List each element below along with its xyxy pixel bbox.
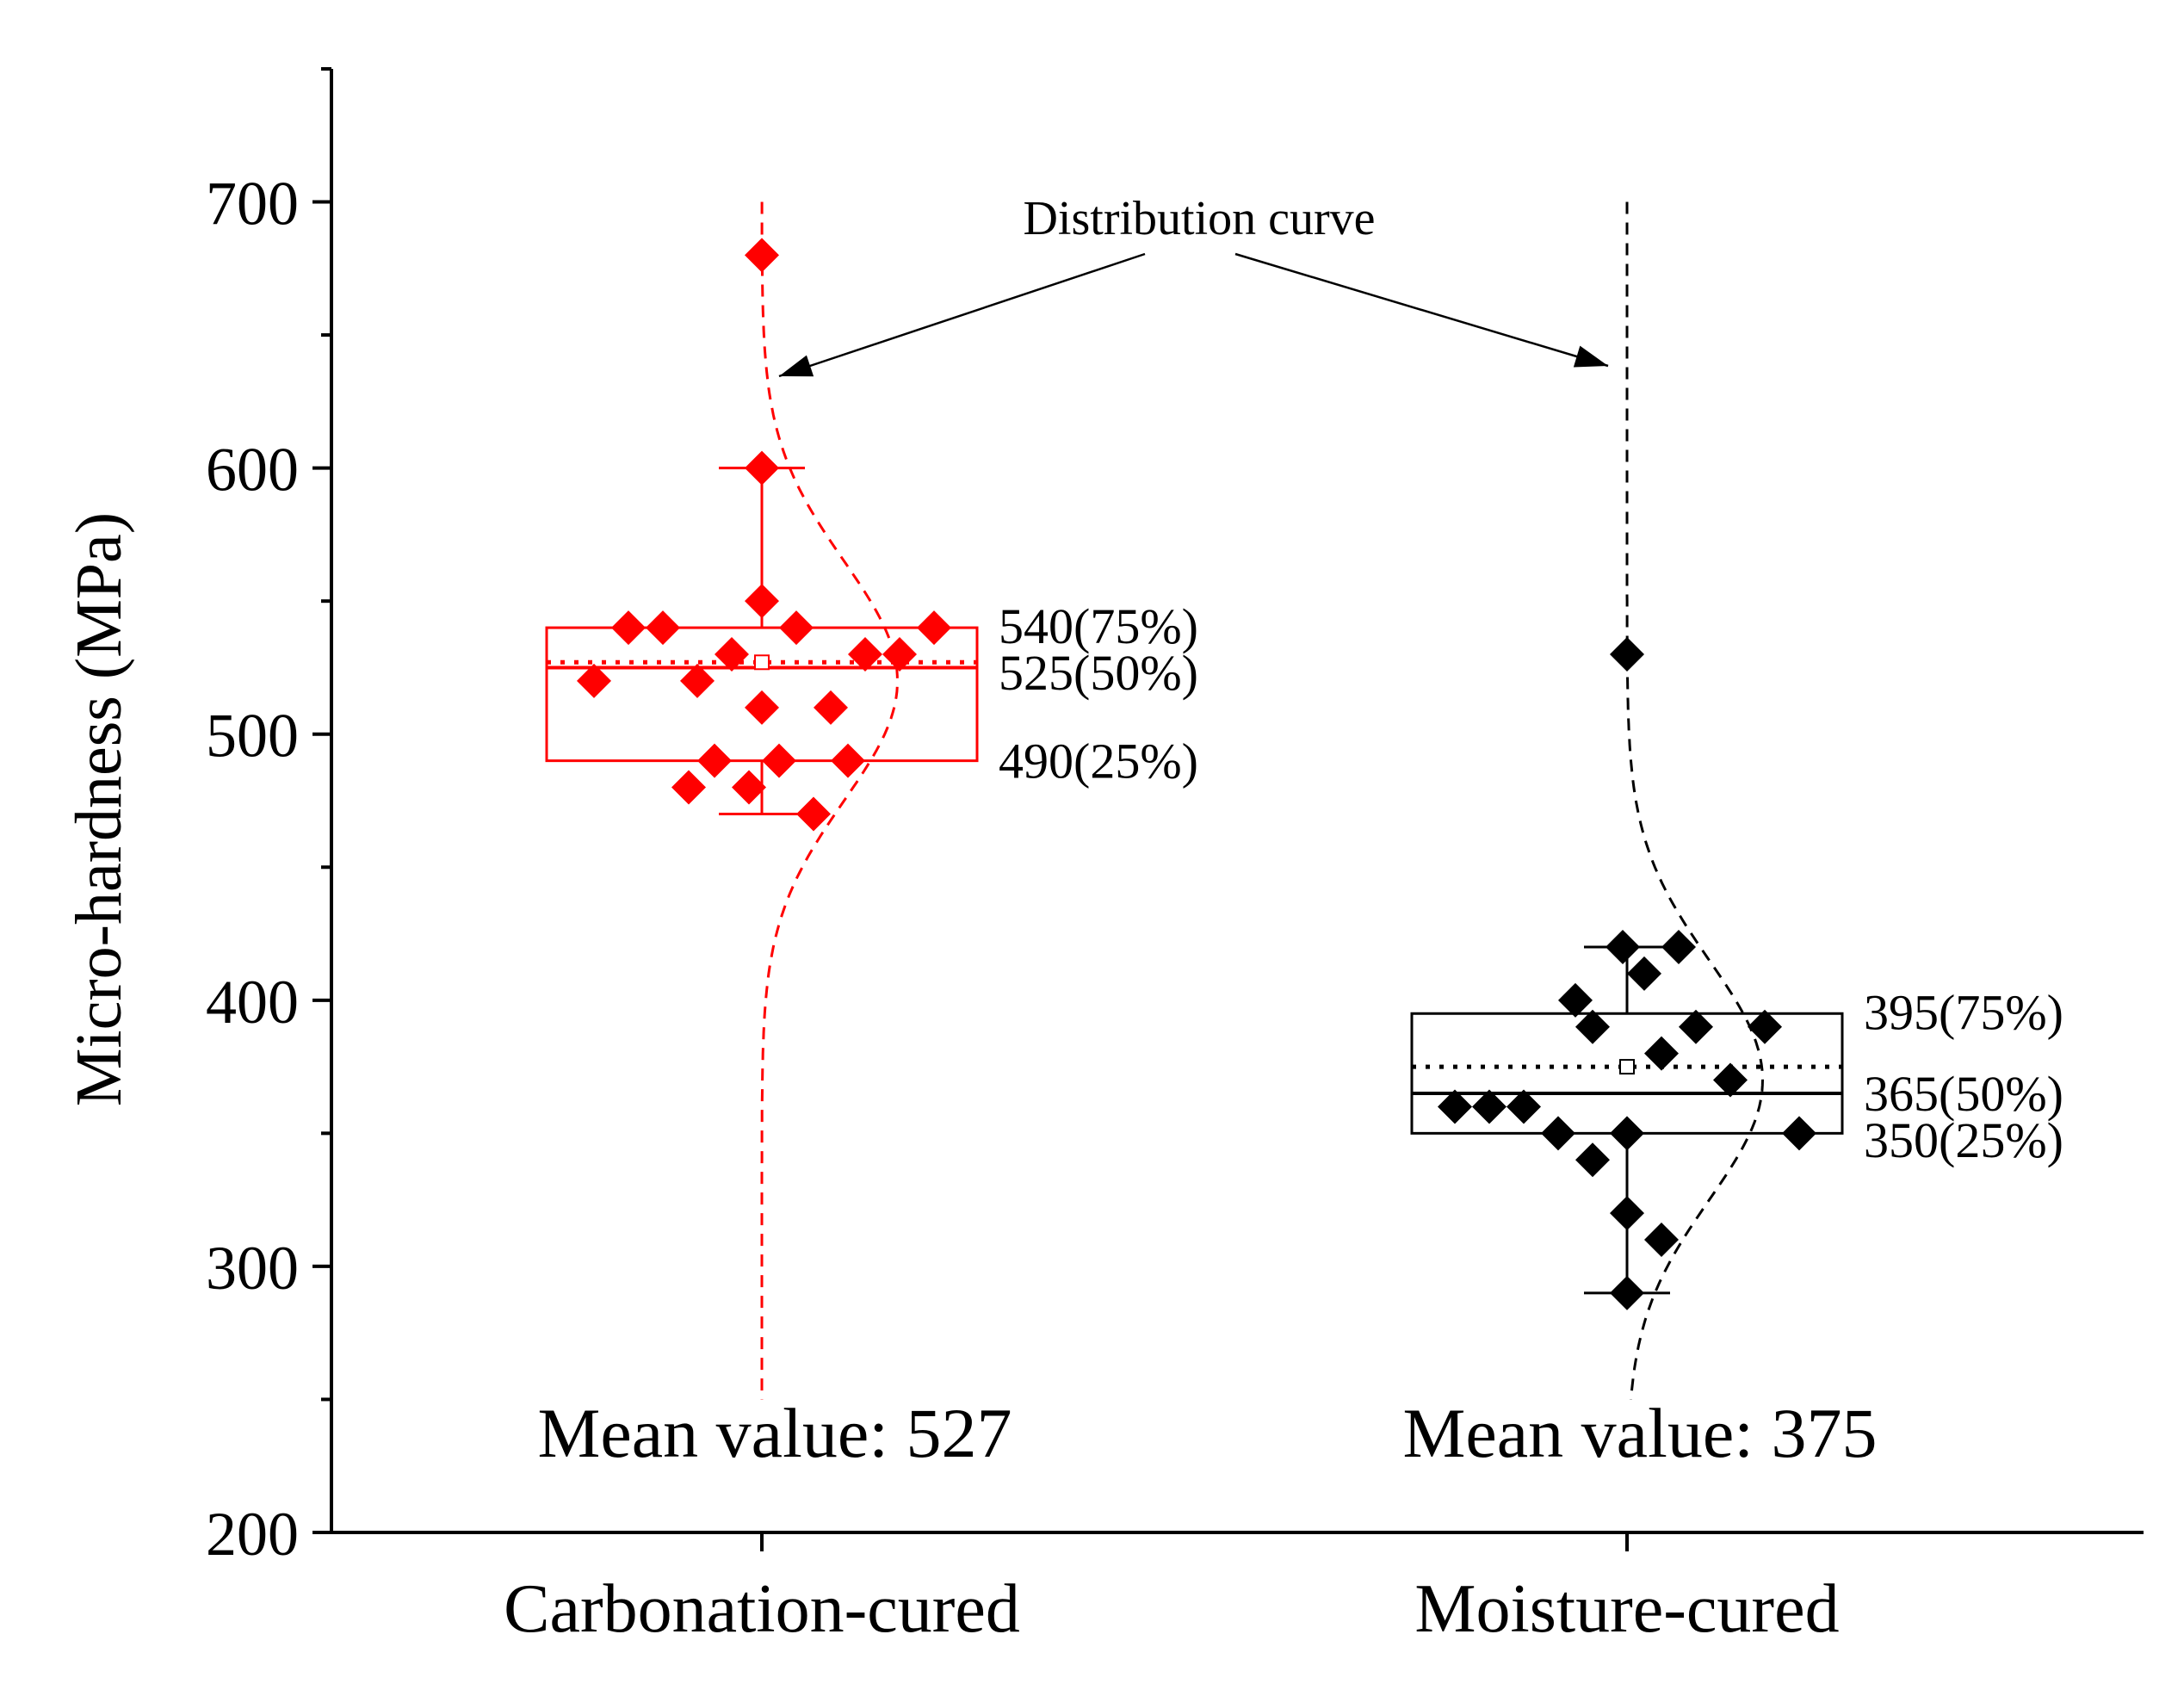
data-point-2-4 [1541, 1116, 1575, 1151]
median-label-1: 525(50%) [999, 645, 1198, 701]
distribution-curve-1 [760, 201, 900, 1400]
y-tick-label-500: 500 [206, 702, 299, 771]
data-point-1-16 [814, 690, 848, 725]
annotation-text: Distribution curve [1023, 192, 1375, 245]
y-tick-label-700: 700 [206, 170, 299, 238]
data-point-2-14 [1644, 1036, 1679, 1071]
y-axis-title: Micro-hardness (MPa) [63, 512, 135, 1106]
axes: 200 300 400 500 600 700 Carbonation-cured Moist… [206, 67, 2144, 1647]
data-point-1-12 [745, 690, 779, 725]
mean-value-label-1: Mean value: 527 [537, 1394, 1012, 1472]
mean-marker-2 [1619, 1059, 1635, 1075]
annotation-arrow-left-shaft [778, 252, 1146, 378]
y-tick-label-300: 300 [206, 1234, 299, 1303]
data-point-1-17 [831, 743, 865, 778]
data-point-2-10 [1610, 1116, 1644, 1151]
q1-label-2: 350(25%) [1864, 1112, 2063, 1168]
data-point-1-7 [715, 637, 749, 672]
data-point-2-20 [1782, 1116, 1816, 1151]
data-point-1-13 [762, 743, 796, 778]
y-tick-label-400: 400 [206, 968, 299, 1037]
data-point-1-19 [882, 637, 917, 672]
data-point-2-17 [1679, 1009, 1713, 1044]
data-point-1-1 [577, 663, 611, 698]
data-point-1-3 [646, 610, 680, 646]
data-point-1-11 [745, 584, 779, 619]
annotation-arrow-left-head [779, 355, 814, 377]
x-tick-label-1: Carbonation-cured [504, 1571, 1020, 1647]
distribution-annotation: Distribution curve [778, 192, 1609, 378]
data-point-2-13 [1627, 956, 1661, 991]
data-point-2-2 [1472, 1089, 1507, 1124]
data-points [577, 238, 1816, 1310]
annotation-arrow-right-shaft [1234, 252, 1609, 368]
data-point-1-18 [848, 637, 882, 672]
data-point-2-16 [1661, 930, 1696, 964]
data-point-1-6 [697, 743, 732, 778]
q3-label-1: 540(75%) [999, 598, 1198, 654]
median-label-2: 365(50%) [1864, 1066, 2063, 1122]
boxes [545, 467, 1844, 1295]
data-point-1-14 [779, 610, 814, 646]
data-point-2-7 [1575, 1009, 1610, 1044]
data-point-2-6 [1558, 982, 1593, 1018]
annotation-arrow-right-head [1573, 345, 1608, 368]
data-point-1-20 [917, 610, 951, 646]
data-point-2-19 [1748, 1009, 1782, 1044]
y-tick-label-600: 600 [206, 436, 299, 505]
q3-label-2: 395(75%) [1864, 984, 2063, 1040]
data-point-1-10 [745, 450, 779, 486]
data-point-1-8 [732, 770, 766, 805]
mean-value-label-2: Mean value: 375 [1402, 1394, 1877, 1472]
data-point-2-1 [1438, 1089, 1472, 1124]
data-point-1-9 [745, 238, 779, 273]
y-tick-label-200: 200 [206, 1500, 299, 1569]
data-point-1-5 [680, 663, 715, 698]
x-tick-label-2: Moisture-cured [1414, 1571, 1839, 1647]
data-point-2-5 [1575, 1142, 1610, 1178]
data-point-2-3 [1507, 1089, 1541, 1124]
data-point-1-2 [611, 610, 646, 646]
labels: 540(75%)525(50%) 490(25%) Mean value: 527 3… [537, 598, 2063, 1472]
distribution-curves [760, 201, 1765, 1400]
data-point-1-15 [796, 796, 831, 832]
data-point-2-12 [1610, 1275, 1644, 1310]
data-point-2-18 [1713, 1062, 1748, 1098]
data-point-2-9 [1610, 637, 1644, 672]
mean-marker-1 [754, 654, 770, 671]
data-point-2-15 [1644, 1223, 1679, 1257]
data-point-2-11 [1610, 1196, 1644, 1231]
data-point-2-8 [1606, 930, 1640, 964]
data-point-1-4 [671, 770, 706, 805]
distribution-curve-2 [1625, 201, 1765, 1400]
q1-label-1: 490(25%) [999, 734, 1198, 789]
